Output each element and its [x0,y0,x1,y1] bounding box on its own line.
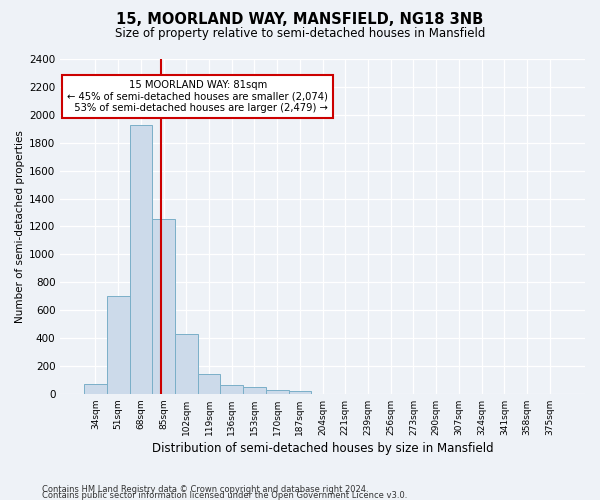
Text: Contains HM Land Registry data © Crown copyright and database right 2024.: Contains HM Land Registry data © Crown c… [42,485,368,494]
Bar [198,374,220,394]
Bar [84,384,107,394]
Bar [289,391,311,394]
Text: Contains public sector information licensed under the Open Government Licence v3: Contains public sector information licen… [42,491,407,500]
Bar [152,218,175,394]
X-axis label: Distribution of semi-detached houses by size in Mansfield: Distribution of semi-detached houses by … [152,442,493,455]
Y-axis label: Number of semi-detached properties: Number of semi-detached properties [15,130,25,323]
Text: 15, MOORLAND WAY, MANSFIELD, NG18 3NB: 15, MOORLAND WAY, MANSFIELD, NG18 3NB [116,12,484,28]
Bar [266,390,289,394]
Bar [243,387,266,394]
Bar [107,296,130,394]
Bar [175,334,198,394]
Bar [130,124,152,394]
Text: 15 MOORLAND WAY: 81sqm
← 45% of semi-detached houses are smaller (2,074)
  53% o: 15 MOORLAND WAY: 81sqm ← 45% of semi-det… [67,80,328,113]
Bar [220,386,243,394]
Text: Size of property relative to semi-detached houses in Mansfield: Size of property relative to semi-detach… [115,28,485,40]
